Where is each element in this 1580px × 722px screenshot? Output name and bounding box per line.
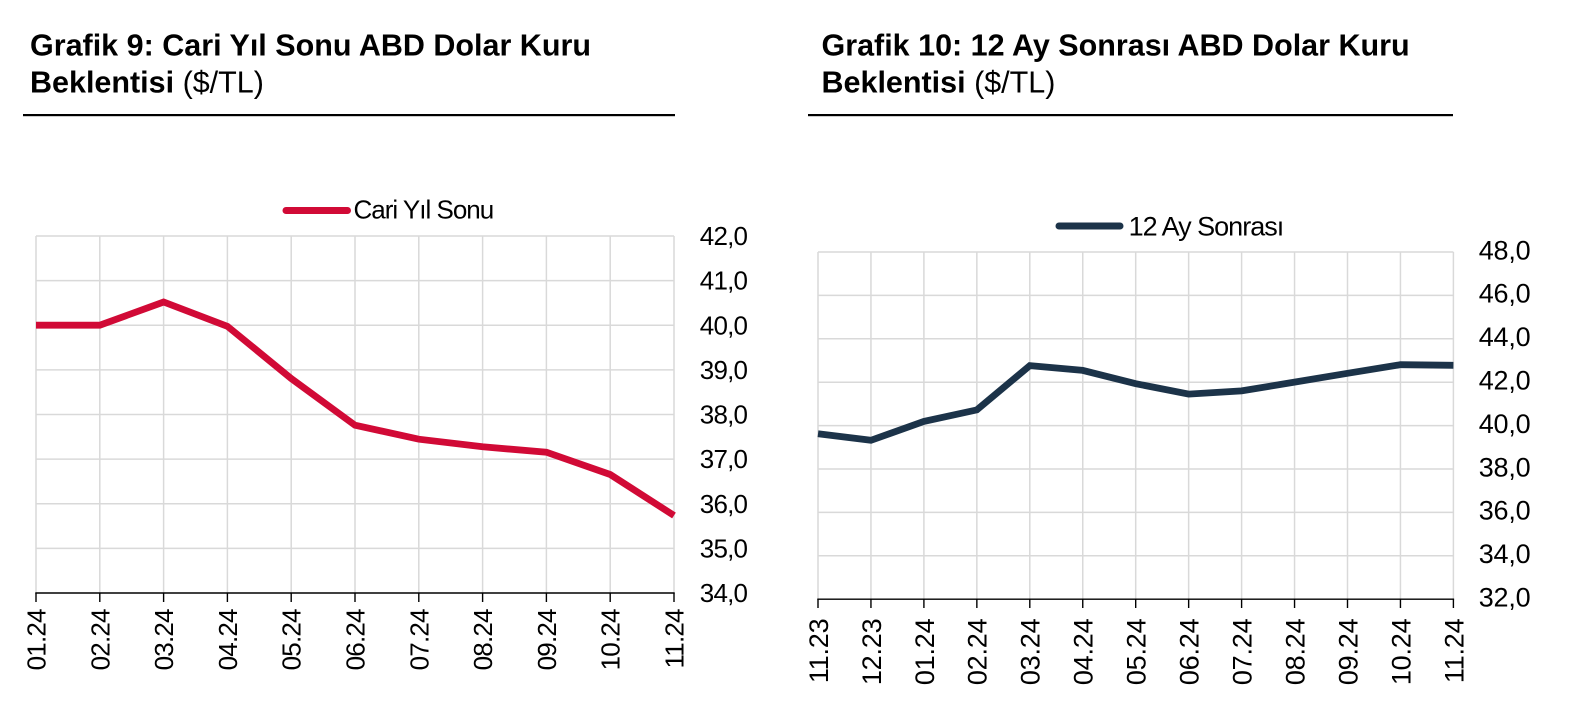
- svg-text:05.24: 05.24: [1122, 618, 1152, 685]
- svg-text:05.24: 05.24: [277, 609, 307, 670]
- svg-text:06.24: 06.24: [1175, 618, 1205, 685]
- svg-text:38,0: 38,0: [1479, 452, 1531, 482]
- svg-text:Beklentisi ($/TL): Beklentisi ($/TL): [30, 65, 264, 99]
- svg-text:34,0: 34,0: [1479, 539, 1531, 569]
- svg-text:10.24: 10.24: [596, 609, 626, 670]
- svg-text:03.24: 03.24: [1016, 618, 1046, 685]
- svg-text:Grafik 10: 12 Ay Sonrası ABD D: Grafik 10: 12 Ay Sonrası ABD Dolar Kuru: [822, 29, 1410, 63]
- svg-text:03.24: 03.24: [149, 609, 179, 670]
- svg-text:07.24: 07.24: [404, 609, 434, 670]
- svg-text:40,0: 40,0: [700, 310, 748, 340]
- svg-text:11.24: 11.24: [1439, 618, 1469, 683]
- svg-text:12 Ay Sonrası: 12 Ay Sonrası: [1129, 211, 1284, 241]
- svg-text:36,0: 36,0: [700, 489, 748, 519]
- svg-text:04.24: 04.24: [213, 609, 243, 670]
- svg-text:41,0: 41,0: [700, 266, 748, 296]
- svg-text:48,0: 48,0: [1479, 235, 1531, 265]
- svg-text:38,0: 38,0: [700, 400, 748, 430]
- svg-text:07.24: 07.24: [1227, 618, 1257, 685]
- svg-text:04.24: 04.24: [1069, 618, 1099, 685]
- svg-text:09.24: 09.24: [532, 609, 562, 670]
- svg-text:36,0: 36,0: [1479, 496, 1531, 526]
- svg-text:02.24: 02.24: [85, 609, 115, 670]
- svg-text:34,0: 34,0: [700, 578, 748, 608]
- svg-text:12.23: 12.23: [857, 619, 887, 686]
- svg-text:02.24: 02.24: [963, 618, 993, 685]
- svg-text:Beklentisi ($/TL): Beklentisi ($/TL): [822, 65, 1056, 99]
- svg-text:32,0: 32,0: [1479, 583, 1531, 613]
- svg-text:01.24: 01.24: [22, 609, 52, 670]
- svg-text:11.24: 11.24: [660, 609, 690, 668]
- svg-text:46,0: 46,0: [1479, 279, 1531, 309]
- svg-text:40,0: 40,0: [1479, 409, 1531, 439]
- svg-text:10.24: 10.24: [1386, 618, 1416, 685]
- svg-text:44,0: 44,0: [1479, 322, 1531, 352]
- svg-text:42,0: 42,0: [700, 221, 748, 251]
- svg-text:11.23: 11.23: [804, 619, 834, 684]
- svg-text:Cari Yıl Sonu: Cari Yıl Sonu: [354, 194, 494, 224]
- svg-text:42,0: 42,0: [1479, 366, 1531, 396]
- svg-text:08.24: 08.24: [1280, 618, 1310, 685]
- svg-text:37,0: 37,0: [700, 444, 748, 474]
- svg-text:Grafik 9: Cari Yıl Sonu ABD Do: Grafik 9: Cari Yıl Sonu ABD Dolar Kuru: [30, 29, 591, 63]
- svg-text:35,0: 35,0: [700, 533, 748, 563]
- svg-text:08.24: 08.24: [468, 609, 498, 670]
- svg-text:39,0: 39,0: [700, 355, 748, 385]
- svg-text:09.24: 09.24: [1333, 618, 1363, 685]
- svg-text:01.24: 01.24: [910, 618, 940, 685]
- svg-text:06.24: 06.24: [341, 609, 371, 670]
